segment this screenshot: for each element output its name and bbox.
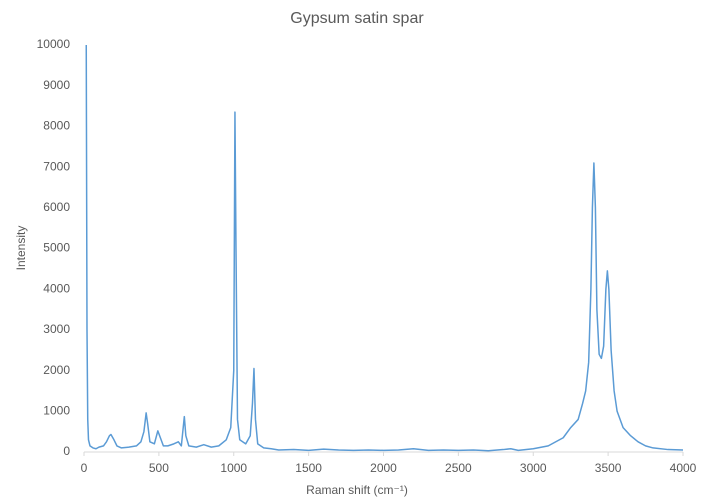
x-tick-label: 2000 (370, 461, 397, 475)
x-tick-label: 3000 (520, 461, 547, 475)
x-tick-label: 500 (149, 461, 169, 475)
y-tick-label: 2000 (43, 363, 70, 377)
x-tick-label: 1500 (295, 461, 322, 475)
data-line (85, 44, 684, 452)
x-tick-label: 3500 (595, 461, 622, 475)
y-tick-label: 5000 (43, 241, 70, 255)
y-tick-label: 7000 (43, 159, 70, 173)
x-tick-label: 2500 (445, 461, 472, 475)
x-tick-label: 0 (81, 461, 88, 475)
y-tick-label: 3000 (43, 322, 70, 336)
y-tick-label: 4000 (43, 281, 70, 295)
y-axis-title: Intensity (14, 226, 28, 271)
y-tick-label: 9000 (43, 78, 70, 92)
chart-title: Gypsum satin spar (290, 10, 424, 27)
y-tick-label: 1000 (43, 403, 70, 417)
x-axis-title: Raman shift (cm⁻¹) (306, 483, 408, 497)
y-tick-label: 0 (63, 444, 70, 458)
x-tick-label: 4000 (670, 461, 697, 475)
y-tick-label: 8000 (43, 119, 70, 133)
x-tick-label: 1000 (220, 461, 247, 475)
y-tick-label: 10000 (37, 37, 71, 51)
y-tick-label: 6000 (43, 200, 70, 214)
